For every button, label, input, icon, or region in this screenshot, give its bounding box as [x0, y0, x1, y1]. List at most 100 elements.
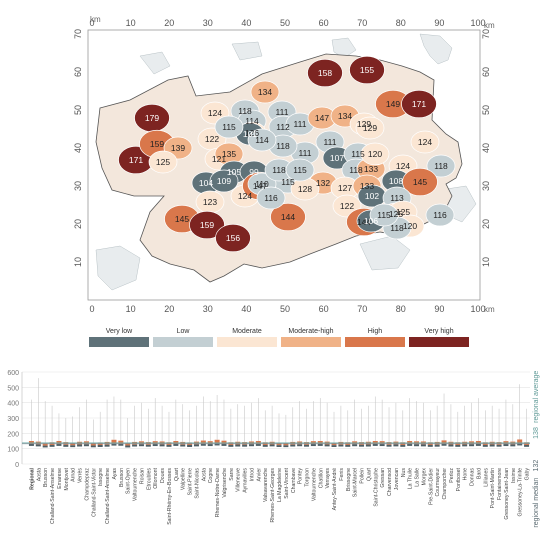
legend-label: Very high: [424, 328, 454, 335]
box-lower: [28, 443, 34, 446]
map-region-value: 113: [390, 193, 404, 203]
x-category-label: Rhemes-Saint-Georges: [270, 468, 276, 523]
x-category-label: Issogne: [98, 468, 104, 486]
box-upper: [104, 441, 110, 445]
map-region: [425, 203, 455, 227]
box-lower: [400, 444, 406, 447]
map-region-value: 114: [245, 116, 259, 126]
box-upper: [214, 439, 220, 444]
x-category-label: Ollomont: [153, 467, 159, 488]
x-category-label: Quart: [174, 467, 180, 481]
x-category-label: Ayas: [112, 468, 118, 480]
map-region: [215, 223, 251, 253]
x-category-label: Chatillon: [318, 468, 324, 488]
y-tick-label: 200: [7, 431, 19, 438]
map-region-value: 118: [276, 141, 290, 151]
map-region-value: 125: [396, 207, 410, 217]
map-y-tick-right: 20: [481, 219, 491, 229]
map-region-value: 135: [222, 149, 236, 159]
map-region-value: 171: [129, 155, 143, 165]
legend-item: Very low: [88, 326, 150, 347]
map-region-value: 108: [389, 176, 403, 186]
x-category-label: Pontboset: [456, 467, 462, 491]
map-region-value: 155: [360, 65, 374, 75]
map-region-value: 115: [222, 122, 236, 132]
map-x-tick-bottom: 30: [203, 304, 213, 314]
map-x-unit-top: km: [484, 21, 495, 30]
map-region-value: 147: [315, 113, 329, 123]
x-category-label: La Magdeleine: [277, 468, 283, 502]
map-region: [401, 89, 437, 119]
y-tick-label: 100: [7, 447, 19, 454]
map-region-value: 126: [245, 128, 259, 138]
x-category-label: Verrayes: [325, 468, 331, 489]
map-regions: [95, 53, 463, 283]
map-legend: Very low Low Moderate Moderate-high High Very…: [88, 326, 469, 352]
map-region-value: 101: [243, 129, 257, 139]
map-region-value: 123: [203, 197, 217, 207]
map-region: [369, 203, 399, 227]
map-region-value: 159: [150, 139, 164, 149]
map-region: [349, 55, 385, 85]
box-upper: [221, 440, 227, 444]
map-region: [250, 80, 280, 104]
x-category-label: Jovencan: [394, 468, 400, 490]
map-x-tick-bottom: 50: [280, 304, 290, 314]
x-category-label: Brusson: [119, 468, 125, 487]
legend-swatch: [153, 337, 213, 347]
box-lower: [173, 443, 179, 446]
x-category-label: Fenis: [339, 468, 345, 481]
map-x-tick-top: 20: [164, 18, 174, 28]
box-lower: [510, 444, 516, 447]
map-region-value: 115: [351, 149, 365, 159]
legend-label: High: [367, 328, 383, 335]
x-category-label: Emarese: [57, 468, 63, 489]
x-category-label: Fontainemore: [497, 468, 503, 500]
map-y-tick-left: 10: [73, 257, 83, 267]
x-category-label: Quart: [366, 467, 372, 481]
map-y-tick-right: 70: [481, 29, 491, 39]
map-region-value: 114: [255, 135, 269, 145]
map-y-tick-right: 60: [481, 67, 491, 77]
map-region-value: 129: [357, 119, 371, 129]
x-category-label: Saint-Marcel: [353, 468, 359, 497]
map-region: [426, 154, 456, 178]
box-lower: [414, 444, 420, 447]
x-category-label: La Salle: [415, 468, 421, 487]
map-y-tick-left: 50: [73, 105, 83, 115]
map-region: [148, 150, 178, 174]
map-y-unit: km: [90, 15, 101, 24]
regional-median-label: regional median: [533, 478, 540, 528]
x-category-label: Saint-Vincent: [284, 467, 290, 498]
box-upper: [118, 440, 124, 444]
y-tick-label: 400: [7, 401, 19, 408]
map-y-tick-left: 60: [73, 67, 83, 77]
legend-label: Very low: [105, 328, 133, 335]
map-region-value: 124: [208, 108, 222, 118]
x-category-label: Gressan: [380, 468, 386, 488]
x-category-label: La Thuile: [408, 468, 414, 489]
box-lower: [462, 444, 468, 447]
box-lower: [255, 443, 261, 446]
x-category-label: Hone: [463, 468, 469, 481]
map-y-tick-left: 20: [73, 219, 83, 229]
y-tick-label: 600: [7, 370, 19, 377]
x-category-label: Lillianes: [483, 468, 489, 487]
box-lower: [372, 443, 378, 446]
box-upper: [125, 442, 131, 446]
map-region-value: 134: [258, 87, 272, 97]
box-lower: [338, 444, 344, 447]
x-category-label: Nus: [401, 468, 407, 478]
chart-boxes: [28, 378, 530, 448]
map-y-tick-right: 30: [481, 181, 491, 191]
x-category-label: Valsavarenche: [263, 468, 269, 502]
box-lower: [455, 444, 461, 447]
map-region-value: 132: [316, 178, 330, 188]
x-category-label: Etroubles: [146, 468, 152, 490]
map-region: [189, 210, 225, 240]
map-region-value: 125: [156, 157, 170, 167]
map-region-value: 111: [276, 107, 289, 117]
